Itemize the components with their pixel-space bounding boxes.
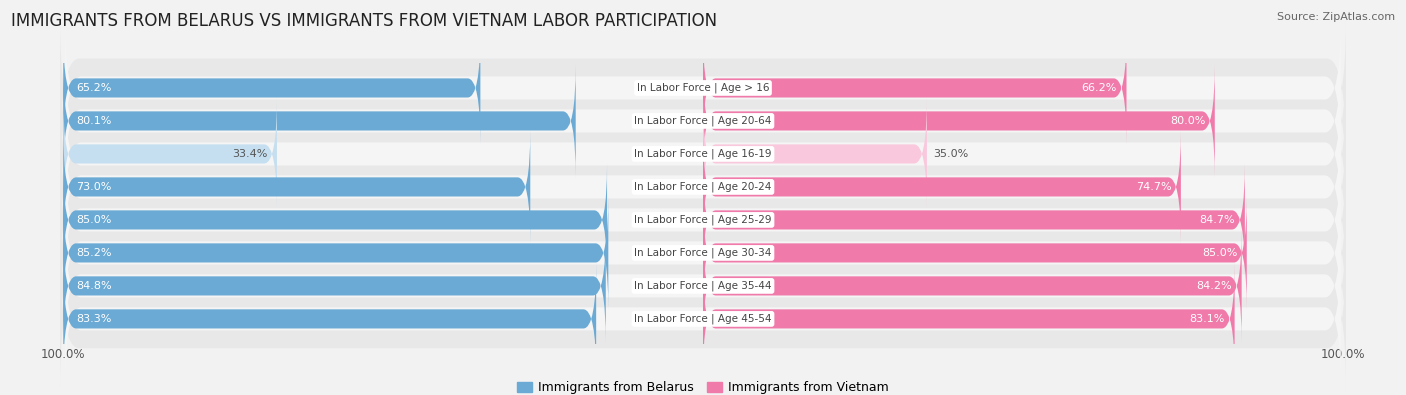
FancyBboxPatch shape (63, 164, 607, 276)
FancyBboxPatch shape (63, 32, 481, 144)
Text: 80.1%: 80.1% (76, 116, 111, 126)
Text: 85.0%: 85.0% (76, 215, 111, 225)
FancyBboxPatch shape (60, 183, 1346, 323)
FancyBboxPatch shape (60, 216, 1346, 356)
FancyBboxPatch shape (65, 215, 1341, 357)
FancyBboxPatch shape (60, 18, 1346, 158)
FancyBboxPatch shape (65, 116, 1341, 258)
Text: In Labor Force | Age 25-29: In Labor Force | Age 25-29 (634, 214, 772, 225)
FancyBboxPatch shape (60, 150, 1346, 290)
Text: Source: ZipAtlas.com: Source: ZipAtlas.com (1277, 12, 1395, 22)
FancyBboxPatch shape (65, 248, 1341, 390)
Legend: Immigrants from Belarus, Immigrants from Vietnam: Immigrants from Belarus, Immigrants from… (512, 376, 894, 395)
Text: 80.0%: 80.0% (1170, 116, 1205, 126)
Text: 73.0%: 73.0% (76, 182, 111, 192)
Text: In Labor Force | Age 16-19: In Labor Force | Age 16-19 (634, 149, 772, 159)
FancyBboxPatch shape (703, 64, 1215, 177)
FancyBboxPatch shape (703, 32, 1126, 144)
Text: 83.3%: 83.3% (76, 314, 111, 324)
FancyBboxPatch shape (63, 130, 530, 243)
Text: In Labor Force | Age 45-54: In Labor Force | Age 45-54 (634, 314, 772, 324)
Text: 83.1%: 83.1% (1189, 314, 1225, 324)
FancyBboxPatch shape (65, 83, 1341, 225)
Text: In Labor Force | Age 30-34: In Labor Force | Age 30-34 (634, 248, 772, 258)
FancyBboxPatch shape (63, 196, 609, 309)
Text: In Labor Force | Age 20-24: In Labor Force | Age 20-24 (634, 182, 772, 192)
FancyBboxPatch shape (703, 229, 1241, 342)
Text: 65.2%: 65.2% (76, 83, 111, 93)
Text: 85.0%: 85.0% (1202, 248, 1237, 258)
FancyBboxPatch shape (65, 17, 1341, 159)
FancyBboxPatch shape (63, 98, 277, 211)
Text: 66.2%: 66.2% (1081, 83, 1116, 93)
FancyBboxPatch shape (60, 84, 1346, 224)
FancyBboxPatch shape (60, 117, 1346, 256)
Text: In Labor Force | Age > 16: In Labor Force | Age > 16 (637, 83, 769, 93)
Text: 35.0%: 35.0% (934, 149, 969, 159)
Text: 84.8%: 84.8% (76, 281, 111, 291)
Text: In Labor Force | Age 20-64: In Labor Force | Age 20-64 (634, 116, 772, 126)
Text: 74.7%: 74.7% (1136, 182, 1171, 192)
Text: 85.2%: 85.2% (76, 248, 111, 258)
FancyBboxPatch shape (63, 64, 575, 177)
FancyBboxPatch shape (703, 164, 1244, 276)
Text: In Labor Force | Age 35-44: In Labor Force | Age 35-44 (634, 281, 772, 291)
Text: 84.7%: 84.7% (1199, 215, 1236, 225)
FancyBboxPatch shape (63, 263, 596, 375)
FancyBboxPatch shape (65, 182, 1341, 324)
Text: 84.2%: 84.2% (1197, 281, 1232, 291)
FancyBboxPatch shape (63, 229, 606, 342)
FancyBboxPatch shape (60, 51, 1346, 190)
FancyBboxPatch shape (60, 249, 1346, 389)
FancyBboxPatch shape (703, 98, 927, 211)
Text: 33.4%: 33.4% (232, 149, 267, 159)
FancyBboxPatch shape (65, 149, 1341, 291)
Text: IMMIGRANTS FROM BELARUS VS IMMIGRANTS FROM VIETNAM LABOR PARTICIPATION: IMMIGRANTS FROM BELARUS VS IMMIGRANTS FR… (11, 12, 717, 30)
FancyBboxPatch shape (703, 130, 1181, 243)
FancyBboxPatch shape (703, 263, 1234, 375)
FancyBboxPatch shape (65, 50, 1341, 192)
FancyBboxPatch shape (703, 196, 1247, 309)
